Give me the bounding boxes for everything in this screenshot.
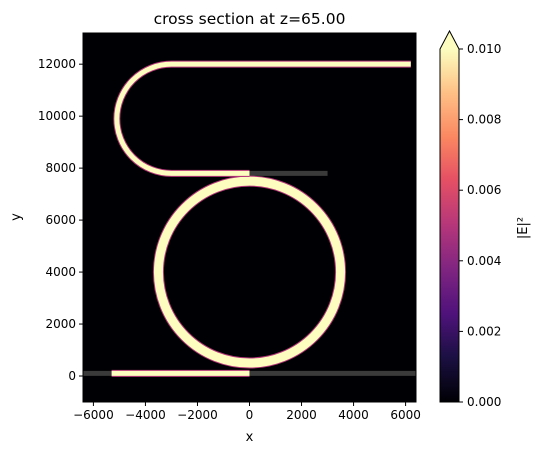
colorbar-frame: [439, 29, 460, 403]
colorbar-extend-max: [440, 31, 459, 49]
x-tick-label: −2000: [177, 408, 218, 422]
chart-title: cross section at z=65.00: [154, 10, 346, 28]
colorbar-tick-label: 0.000: [467, 395, 501, 409]
colorbar-tick-label: 0.004: [467, 254, 501, 268]
y-tick-label: 2000: [45, 317, 76, 331]
x-tick-label: 4000: [338, 408, 369, 422]
colorbar-label: |E|²: [516, 217, 531, 239]
plot-area: [83, 33, 416, 402]
x-tick-label: −6000: [73, 408, 114, 422]
y-tick-label: 12000: [38, 57, 76, 71]
y-axis: 0 2000 4000 6000 8000 10000 12000: [38, 57, 83, 383]
colorbar-tick-label: 0.002: [467, 324, 501, 338]
colorbar-tick-label: 0.006: [467, 183, 501, 197]
x-tick-label: −4000: [125, 408, 166, 422]
field-structures: [83, 60, 416, 377]
y-tick-label: 4000: [45, 265, 76, 279]
colorbar: 0.000 0.002 0.004 0.006 0.008 0.010 |E|²: [439, 29, 531, 409]
colorbar-tick-label: 0.008: [467, 113, 501, 127]
colorbar-gradient: [440, 49, 459, 402]
ring-resonator: [153, 176, 346, 368]
x-axis-label: x: [246, 430, 254, 445]
y-tick-label: 6000: [45, 213, 76, 227]
y-axis-label: y: [9, 213, 24, 221]
y-tick-label: 0: [68, 369, 76, 383]
x-tick-label: 2000: [286, 408, 317, 422]
y-tick-label: 8000: [45, 161, 76, 175]
x-tick-label: 0: [246, 408, 254, 422]
colorbar-tick-label: 0.010: [467, 42, 501, 56]
x-tick-label: 6000: [390, 408, 421, 422]
bend-output-waveguide: [114, 61, 411, 176]
x-axis: −6000 −4000 −2000 0 2000 4000 6000: [73, 402, 421, 422]
y-tick-label: 10000: [38, 109, 76, 123]
